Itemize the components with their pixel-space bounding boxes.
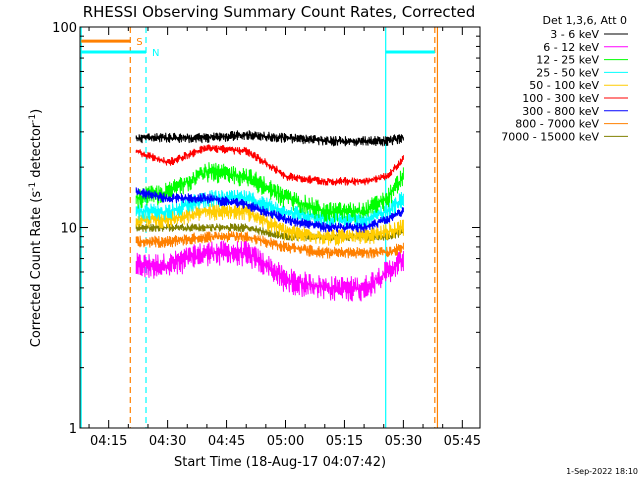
legend-label: 50 - 100 keV <box>529 79 599 92</box>
annotation-layer: SN <box>80 27 439 428</box>
legend-label: 6 - 12 keV <box>543 41 599 54</box>
series-line <box>135 130 404 147</box>
series-line <box>135 187 404 233</box>
x-tick-label: 05:00 <box>267 434 304 449</box>
flag-label: N <box>152 48 159 59</box>
x-tick-label: 05:30 <box>385 434 422 449</box>
x-tick-label: 05:15 <box>326 434 363 449</box>
series-line <box>135 162 404 223</box>
legend-label: 800 - 7000 keV <box>515 118 599 131</box>
y-tick-label: 10 <box>60 222 77 237</box>
series-line <box>135 144 404 186</box>
flag-label: S <box>136 37 142 48</box>
x-tick-label: 04:45 <box>208 434 245 449</box>
y-axis: 1 10 100 <box>52 21 480 437</box>
series-layer <box>135 130 404 302</box>
series-line <box>135 240 404 302</box>
x-tick-label: 05:45 <box>444 434 481 449</box>
y-tick-label: 1 <box>69 422 77 437</box>
legend-label: 300 - 800 keV <box>522 105 599 118</box>
legend-label: 12 - 25 keV <box>536 54 599 67</box>
legend-label: 25 - 50 keV <box>536 66 599 79</box>
series-line <box>135 231 404 259</box>
y-axis-label: Corrected Count Rate (s-1 detector-1) <box>28 109 44 347</box>
x-axis-label: Start Time (18-Aug-17 04:07:42) <box>174 455 386 470</box>
legend-label: 100 - 300 keV <box>522 92 599 105</box>
x-tick-label: 04:15 <box>90 434 127 449</box>
legend-label: 7000 - 15000 keV <box>501 130 599 143</box>
legend-label: 3 - 6 keV <box>550 28 599 41</box>
series-line <box>135 189 404 229</box>
x-axis: 04:15 04:30 04:45 05:00 05:15 05:30 05:45 <box>88 27 481 449</box>
chart-title: RHESSI Observing Summary Count Rates, Co… <box>83 3 476 21</box>
footer-timestamp: 1-Sep-2022 18:10 <box>566 467 638 476</box>
x-tick-label: 04:30 <box>149 434 186 449</box>
series-line <box>135 203 404 246</box>
legend-header: Det 1,3,6, Att 0 <box>543 14 627 27</box>
y-tick-label: 100 <box>52 21 77 36</box>
